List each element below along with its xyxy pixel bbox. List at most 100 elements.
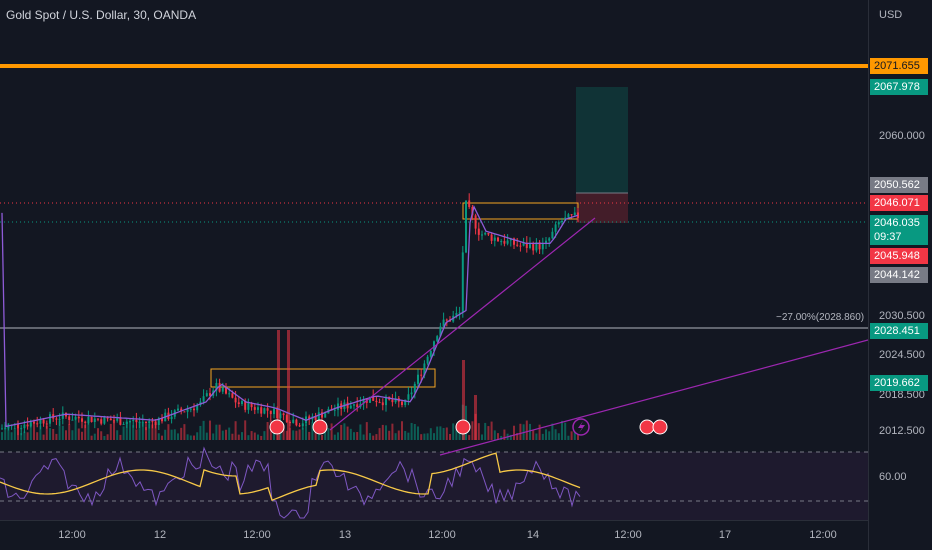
candle-body — [260, 407, 263, 414]
chart-canvas[interactable] — [0, 0, 869, 520]
volume-bar — [45, 425, 48, 440]
candle-body — [375, 400, 378, 403]
candle-body — [55, 418, 58, 420]
candle-body — [458, 312, 461, 314]
candle-body — [247, 403, 250, 410]
volume-bar — [231, 433, 234, 440]
candle-body — [426, 356, 429, 364]
time-scale[interactable]: 12:00 12 12:00 13 12:00 14 12:00 17 12:0… — [0, 520, 868, 550]
time-label: 17 — [718, 529, 732, 541]
volume-bar — [129, 421, 131, 440]
currency-label[interactable]: USD — [879, 9, 903, 21]
price-tag-horizontal-line[interactable]: 2028.451 — [870, 323, 928, 339]
volume-bar — [381, 424, 384, 440]
volume-bar — [385, 425, 387, 440]
price-tag-low-marker[interactable]: 2044.142 — [870, 267, 928, 283]
candle-body — [106, 416, 109, 419]
price-tag-ray-level[interactable]: 2019.662 — [870, 375, 928, 391]
candle-body — [145, 421, 147, 424]
volume-bar — [65, 430, 67, 440]
candle-body — [103, 416, 106, 424]
candle-body — [100, 419, 103, 424]
candle-body — [429, 350, 432, 357]
candle-body — [423, 363, 426, 376]
candle-body — [125, 421, 128, 424]
candle-body — [4, 428, 7, 430]
candle-body — [410, 392, 413, 395]
trendline-ray — [439, 339, 869, 456]
candle-body — [298, 425, 301, 427]
volume-bar — [161, 435, 163, 440]
candle-body — [439, 326, 442, 337]
candle-body — [237, 402, 240, 405]
volume-bar — [301, 427, 304, 440]
volume-bar — [177, 433, 179, 440]
candle-body — [58, 418, 61, 420]
volume-bar — [122, 426, 125, 440]
candle-body — [177, 408, 179, 411]
volume-bar — [26, 432, 29, 440]
price-scale[interactable]: USD 2060.000 2030.500 2024.500 2018.500 … — [868, 0, 932, 550]
volume-bar — [20, 432, 23, 440]
price-tag-alert-line[interactable]: 2071.655 — [870, 58, 928, 74]
price-tick: 2018.500 — [879, 389, 925, 401]
bar-countdown: 09:37 — [874, 231, 902, 243]
candle-body — [548, 238, 551, 241]
volume-bar — [295, 430, 298, 440]
candle-body — [36, 423, 39, 425]
candle-body — [279, 413, 282, 419]
volume-bar — [327, 428, 330, 440]
volume-bar — [452, 423, 455, 440]
volume-bar — [564, 422, 567, 440]
candle-body — [407, 394, 410, 400]
candle-body — [253, 407, 256, 410]
candle-body — [545, 240, 547, 244]
candle-body — [497, 237, 499, 242]
volume-bar — [321, 434, 323, 440]
volume-bar — [538, 424, 541, 440]
candle-body — [436, 336, 439, 342]
candle-body — [231, 393, 234, 398]
candle-body — [135, 419, 138, 423]
volume-bar — [308, 431, 311, 440]
volume-bar — [298, 429, 301, 440]
price-tag-take-profit[interactable]: 2067.978 — [870, 79, 928, 95]
volume-bar — [260, 435, 263, 440]
price-tag-last-price[interactable]: 2046.035 09:37 — [870, 215, 928, 245]
volume-bar — [397, 430, 400, 440]
volume-bar — [551, 423, 554, 440]
candle-body — [525, 242, 528, 248]
volume-bar — [36, 432, 39, 440]
candle-body — [215, 383, 218, 391]
candle-body — [468, 200, 471, 207]
volume-bar — [372, 435, 375, 440]
volume-bar — [426, 433, 429, 440]
candle-body — [532, 244, 535, 251]
volume-bar — [337, 432, 339, 440]
volume-bar — [305, 424, 307, 440]
candle-body — [381, 402, 384, 406]
price-tag-bid[interactable]: 2045.948 — [870, 248, 928, 264]
candle-body — [17, 424, 19, 429]
volume-bar — [519, 423, 522, 440]
volume-bar — [145, 427, 147, 440]
volume-bar — [52, 428, 55, 440]
economic-event-icon — [455, 419, 471, 435]
candle-body — [369, 396, 371, 403]
volume-bar — [407, 432, 410, 440]
volume-bar — [468, 435, 471, 440]
candle-body — [257, 407, 259, 410]
volume-bar — [1, 432, 3, 440]
price-tag-stop-entry[interactable]: 2050.562 — [870, 177, 928, 193]
volume-bar — [391, 423, 394, 440]
volume-bar — [471, 421, 474, 440]
chart-area[interactable]: Gold Spot / U.S. Dollar, 30, OANDA −27.0… — [0, 0, 869, 520]
candle-body — [301, 423, 304, 427]
symbol-title[interactable]: Gold Spot / U.S. Dollar, 30, OANDA — [6, 8, 197, 22]
candle-body — [33, 422, 35, 424]
rsi-line — [0, 446, 581, 519]
candle-body — [321, 412, 323, 418]
candle-body — [244, 401, 247, 410]
price-tag-ask[interactable]: 2046.071 — [870, 195, 928, 211]
candle-body — [266, 408, 269, 411]
